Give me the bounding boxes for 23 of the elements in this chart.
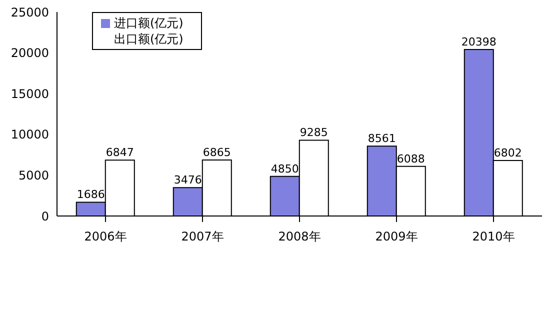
data-label: 6847 [106,146,134,160]
data-label: 4850 [270,162,299,176]
x-tick-label: 2008年 [278,230,321,244]
x-tick-label: 2009年 [375,230,418,244]
y-tick-label: 10000 [10,128,49,142]
y-tick-label: 5000 [18,168,49,182]
data-label: 6802 [494,146,522,160]
legend-label: 进口额(亿元) [114,16,184,30]
data-label: 6865 [202,146,231,159]
x-tick-label: 2006年 [84,230,127,244]
data-label: 1686 [76,188,105,202]
y-tick-label: 0 [41,209,49,224]
data-label: 3476 [174,174,202,187]
x-tick-label: 2007年 [181,230,224,244]
x-tick-label: 2010年 [472,230,515,244]
y-tick-label: 15000 [10,86,49,101]
y-tick-label: 25000 [10,5,49,20]
data-label: 6088 [396,152,425,166]
data-label: 20398 [461,36,496,49]
data-label: 8561 [368,132,396,146]
text: 出口额(亿元) [114,32,184,46]
y-tick-label: 20000 [10,46,49,60]
data-label: 9285 [300,126,328,140]
